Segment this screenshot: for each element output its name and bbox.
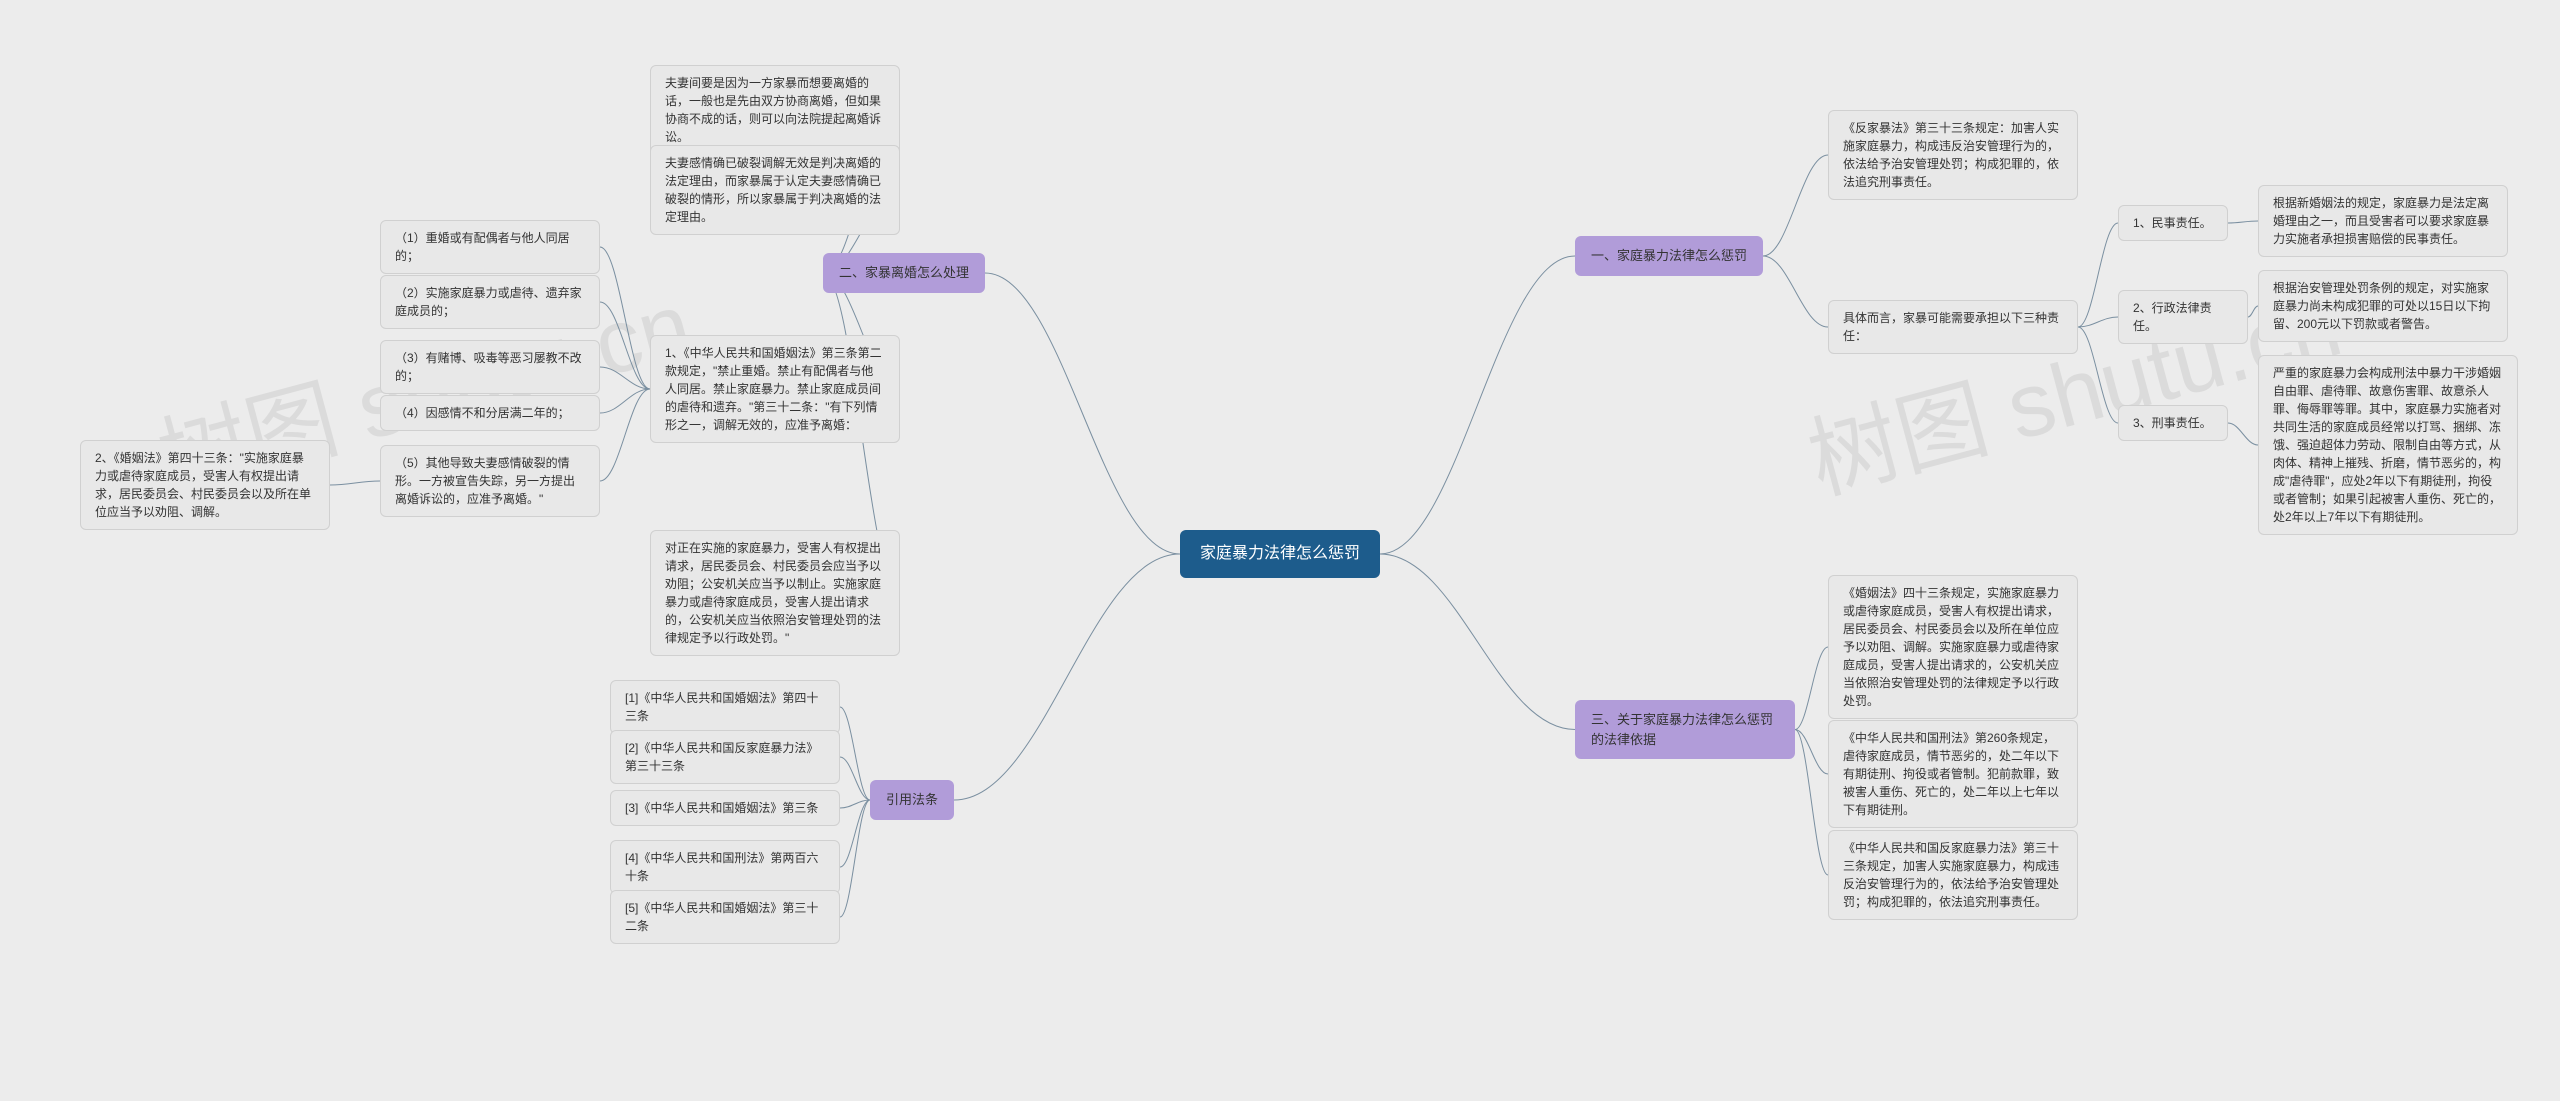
leaf-1b3a: 严重的家庭暴力会构成刑法中暴力干涉婚姻自由罪、虐待罪、故意伤害罪、故意杀人罪、侮… bbox=[2258, 355, 2518, 535]
leaf-2b: 夫妻感情确已破裂调解无效是判决离婚的法定理由，而家暴属于认定夫妻感情确已破裂的情… bbox=[650, 145, 900, 235]
root-node: 家庭暴力法律怎么惩罚 bbox=[1180, 530, 1380, 578]
leaf-2c1: （1）重婚或有配偶者与他人同居的； bbox=[380, 220, 600, 274]
leaf-3c: 《中华人民共和国反家庭暴力法》第三十三条规定，加害人实施家庭暴力，构成违反治安管… bbox=[1828, 830, 2078, 920]
leaf-1b2: 2、行政法律责任。 bbox=[2118, 290, 2248, 344]
branch-4: 引用法条 bbox=[870, 780, 954, 820]
leaf-4a: [1]《中华人民共和国婚姻法》第四十三条 bbox=[610, 680, 840, 734]
leaf-2c3: （3）有赌博、吸毒等恶习屡教不改的； bbox=[380, 340, 600, 394]
leaf-4c: [3]《中华人民共和国婚姻法》第三条 bbox=[610, 790, 840, 826]
leaf-1b2a: 根据治安管理处罚条例的规定，对实施家庭暴力尚未构成犯罪的可处以15日以下拘留、2… bbox=[2258, 270, 2508, 342]
leaf-4e: [5]《中华人民共和国婚姻法》第三十二条 bbox=[610, 890, 840, 944]
leaf-4b: [2]《中华人民共和国反家庭暴力法》第三十三条 bbox=[610, 730, 840, 784]
leaf-2d: 对正在实施的家庭暴力，受害人有权提出请求，居民委员会、村民委员会应当予以劝阻；公… bbox=[650, 530, 900, 656]
leaf-2c: 1、《中华人民共和国婚姻法》第三条第二款规定，"禁止重婚。禁止有配偶者与他人同居… bbox=[650, 335, 900, 443]
leaf-2a: 夫妻间要是因为一方家暴而想要离婚的话，一般也是先由双方协商离婚，但如果协商不成的… bbox=[650, 65, 900, 155]
leaf-1a: 《反家暴法》第三十三条规定：加害人实施家庭暴力，构成违反治安管理行为的，依法给予… bbox=[1828, 110, 2078, 200]
leaf-2c4: （4）因感情不和分居满二年的； bbox=[380, 395, 600, 431]
leaf-1b: 具体而言，家暴可能需要承担以下三种责任： bbox=[1828, 300, 2078, 354]
branch-3: 三、关于家庭暴力法律怎么惩罚的法律依据 bbox=[1575, 700, 1795, 759]
leaf-1b1: 1、民事责任。 bbox=[2118, 205, 2228, 241]
leaf-4d: [4]《中华人民共和国刑法》第两百六十条 bbox=[610, 840, 840, 894]
leaf-2c5a: 2、《婚姻法》第四十三条："实施家庭暴力或虐待家庭成员，受害人有权提出请求，居民… bbox=[80, 440, 330, 530]
leaf-2c5: （5）其他导致夫妻感情破裂的情形。一方被宣告失踪，另一方提出离婚诉讼的，应准予离… bbox=[380, 445, 600, 517]
leaf-1b1a: 根据新婚姻法的规定，家庭暴力是法定离婚理由之一，而且受害者可以要求家庭暴力实施者… bbox=[2258, 185, 2508, 257]
leaf-3b: 《中华人民共和国刑法》第260条规定，虐待家庭成员，情节恶劣的，处二年以下有期徒… bbox=[1828, 720, 2078, 828]
branch-1: 一、家庭暴力法律怎么惩罚 bbox=[1575, 236, 1763, 276]
leaf-2c2: （2）实施家庭暴力或虐待、遗弃家庭成员的； bbox=[380, 275, 600, 329]
branch-2: 二、家暴离婚怎么处理 bbox=[823, 253, 985, 293]
leaf-3a: 《婚姻法》四十三条规定，实施家庭暴力或虐待家庭成员，受害人有权提出请求，居民委员… bbox=[1828, 575, 2078, 719]
leaf-1b3: 3、刑事责任。 bbox=[2118, 405, 2228, 441]
